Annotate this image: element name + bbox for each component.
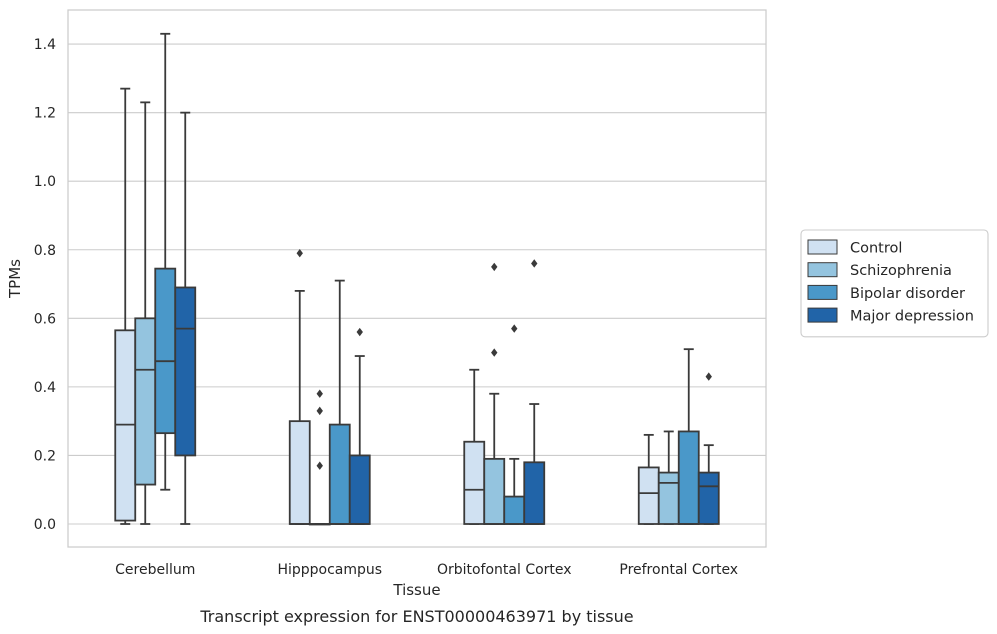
iqr-box bbox=[154, 267, 177, 435]
box-schizophrenia bbox=[308, 389, 331, 526]
x-tick-label: Prefrontal Cortex bbox=[619, 562, 738, 578]
box-bipolar-disorder bbox=[677, 348, 700, 525]
y-tick-label: 0.8 bbox=[34, 243, 56, 259]
outlier-point bbox=[316, 406, 323, 416]
y-tick-label: 0.0 bbox=[34, 517, 56, 533]
box-bipolar-disorder bbox=[154, 32, 177, 491]
outlier-point bbox=[316, 461, 323, 470]
chart-caption: Transcript expression for ENST0000046397… bbox=[199, 607, 633, 626]
box-control bbox=[637, 433, 660, 525]
legend-swatch bbox=[807, 262, 838, 278]
iqr-box bbox=[288, 420, 311, 525]
y-tick-label: 0.4 bbox=[34, 380, 56, 396]
x-tick-label: Orbitofontal Cortex bbox=[437, 562, 572, 578]
legend-swatch bbox=[807, 307, 838, 323]
iqr-box bbox=[463, 440, 486, 525]
iqr-box bbox=[637, 466, 660, 525]
iqr-box bbox=[348, 454, 371, 525]
box-major-depression bbox=[348, 327, 371, 525]
box-major-depression bbox=[697, 372, 720, 525]
legend-frame bbox=[800, 229, 989, 338]
iqr-box bbox=[134, 317, 157, 486]
legend-label: Bipolar disorder bbox=[850, 286, 965, 302]
outlier-point bbox=[356, 327, 363, 337]
box-bipolar-disorder bbox=[503, 324, 526, 525]
iqr-box bbox=[657, 471, 680, 525]
y-axis-ticks: 0.0 0.2 0.4 0.6 0.8 1.0 1.2 1.4 bbox=[34, 37, 56, 533]
outlier-point bbox=[531, 259, 538, 268]
box-control bbox=[463, 368, 486, 525]
box-schizophrenia bbox=[134, 101, 157, 525]
iqr-box bbox=[483, 457, 506, 525]
y-tick-label: 0.6 bbox=[34, 311, 56, 327]
x-axis-label: Tissue bbox=[392, 581, 440, 599]
box-bipolar-disorder bbox=[328, 279, 351, 525]
box-schizophrenia bbox=[483, 262, 506, 525]
outlier-point bbox=[705, 372, 712, 381]
x-tick-label: Hipppocampus bbox=[277, 562, 382, 578]
iqr-box bbox=[174, 286, 197, 457]
iqr-box bbox=[328, 423, 351, 525]
iqr-box bbox=[503, 495, 526, 525]
x-axis-ticks: Cerebellum Hipppocampus Orbitofontal Corte… bbox=[115, 562, 738, 578]
y-axis-label: TPMs bbox=[6, 259, 24, 299]
iqr-box bbox=[677, 430, 700, 525]
legend: Control Schizophrenia Bipolar disorder Majo… bbox=[800, 229, 989, 338]
outlier-point bbox=[316, 389, 323, 398]
iqr-box bbox=[697, 471, 720, 525]
box-control bbox=[114, 87, 137, 525]
y-tick-label: 0.2 bbox=[34, 448, 56, 464]
legend-label: Control bbox=[850, 241, 902, 257]
y-tick-label: 1.4 bbox=[34, 37, 56, 53]
outlier-point bbox=[511, 324, 518, 333]
legend-swatch bbox=[807, 284, 838, 300]
outlier-point bbox=[491, 348, 498, 357]
x-tick-label: Cerebellum bbox=[115, 562, 195, 578]
y-tick-label: 1.2 bbox=[34, 106, 56, 122]
iqr-box bbox=[523, 461, 546, 525]
box-control bbox=[288, 248, 311, 525]
box-major-depression bbox=[523, 259, 546, 525]
y-tick-label: 1.0 bbox=[34, 174, 56, 190]
outlier-point bbox=[296, 248, 303, 258]
legend-swatch bbox=[807, 239, 838, 255]
plot-frame bbox=[67, 9, 767, 548]
box-schizophrenia bbox=[657, 430, 680, 525]
outlier-point bbox=[491, 262, 498, 272]
legend-label: Major depression bbox=[850, 309, 974, 325]
box-major-depression bbox=[174, 111, 197, 525]
box-series bbox=[114, 32, 720, 526]
legend-label: Schizophrenia bbox=[850, 263, 952, 279]
